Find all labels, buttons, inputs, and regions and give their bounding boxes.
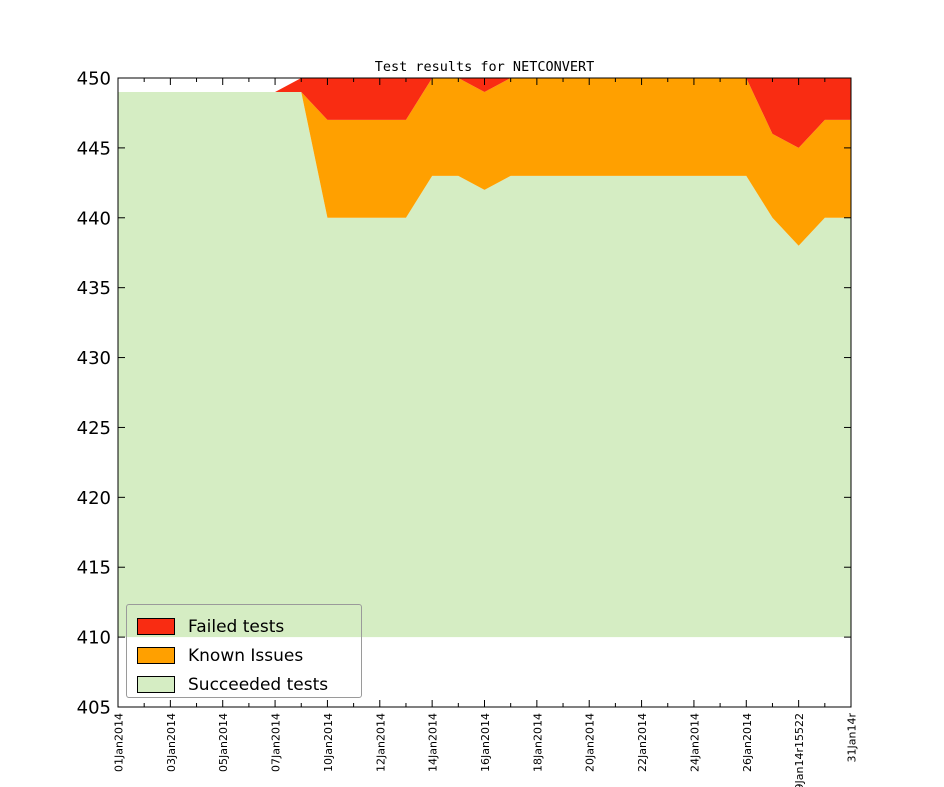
x-tick-label: 12Jan2014 bbox=[374, 713, 387, 772]
x-tick-label: 14Jan2014 bbox=[427, 713, 440, 772]
succeeded-tests-area bbox=[118, 91, 851, 638]
y-tick-label: 450 bbox=[77, 69, 111, 90]
x-tick-label: 10Jan2014 bbox=[322, 713, 335, 772]
legend-label-known: Known Issues bbox=[188, 645, 304, 666]
known-issues-swatch bbox=[137, 647, 175, 664]
failed-tests-area bbox=[118, 78, 851, 148]
x-tick-label: 22Jan2014 bbox=[636, 713, 649, 772]
y-tick-label: 410 bbox=[77, 628, 111, 649]
x-tick-label: 20Jan2014 bbox=[584, 713, 597, 772]
legend-label-failed: Failed tests bbox=[188, 616, 285, 637]
y-tick-label: 405 bbox=[77, 698, 111, 719]
y-tick-label: 435 bbox=[77, 278, 111, 299]
x-tick-label: 29Jan14r15522 bbox=[793, 713, 806, 787]
x-tick-label: 24Jan2014 bbox=[688, 713, 701, 772]
x-tick-label: 26Jan2014 bbox=[741, 713, 754, 772]
y-tick-label: 440 bbox=[77, 208, 111, 229]
y-tick-label: 430 bbox=[77, 348, 111, 369]
chart-title: Test results for NETCONVERT bbox=[374, 59, 595, 75]
x-tick-label: 18Jan2014 bbox=[531, 713, 544, 772]
y-tick-label: 415 bbox=[77, 558, 111, 579]
legend: Failed tests Known Issues Succeeded test… bbox=[126, 604, 362, 698]
y-tick-label: 425 bbox=[77, 418, 111, 439]
legend-item-succeeded: Succeeded tests bbox=[137, 670, 361, 699]
x-tick-label: 01Jan2014 bbox=[113, 713, 126, 772]
x-tick-label: 07Jan2014 bbox=[270, 713, 283, 772]
legend-item-failed: Failed tests bbox=[137, 612, 361, 641]
x-tick-label: 03Jan2014 bbox=[165, 713, 178, 772]
legend-item-known: Known Issues bbox=[137, 641, 361, 670]
legend-label-succeeded: Succeeded tests bbox=[188, 674, 329, 695]
x-tick-label: 31Jan14r bbox=[846, 713, 859, 763]
y-tick-label: 420 bbox=[77, 488, 111, 509]
succeeded-tests-swatch bbox=[137, 676, 175, 693]
y-tick-label: 445 bbox=[77, 138, 111, 159]
x-tick-label: 05Jan2014 bbox=[217, 713, 230, 772]
failed-tests-swatch bbox=[137, 618, 175, 635]
known-issues-area bbox=[118, 78, 851, 246]
x-tick-label: 16Jan2014 bbox=[479, 713, 492, 772]
